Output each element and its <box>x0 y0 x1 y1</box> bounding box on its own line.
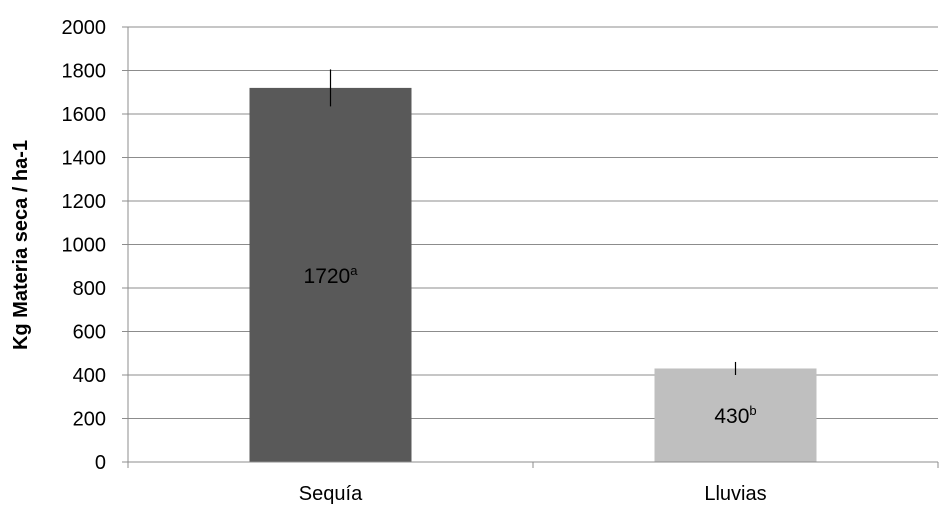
error-bars <box>329 69 737 375</box>
data-label: 1720a <box>304 263 359 288</box>
axes <box>122 26 939 468</box>
y-tick-label: 1400 <box>62 148 107 170</box>
y-axis-label: Kg Materia seca / ha-1 <box>10 140 32 350</box>
y-tick-label: 2000 <box>62 17 107 39</box>
y-tick-label: 0 <box>95 452 106 474</box>
data-label: 430b <box>714 403 756 428</box>
x-tick-label: Sequía <box>299 483 363 505</box>
y-tick-label: 600 <box>73 322 106 344</box>
y-tick-label: 400 <box>73 365 106 387</box>
x-tick-label: Lluvias <box>704 483 766 505</box>
y-tick-label: 1800 <box>62 61 107 83</box>
x-tick-labels: Sequía Lluvias <box>299 483 767 505</box>
y-tick-labels: 0 200 400 600 800 1000 1200 1400 1600 1800 2000 <box>62 17 107 474</box>
y-tick-label: 1000 <box>62 235 107 257</box>
y-tick-label: 1200 <box>62 191 107 213</box>
bar-lluvias <box>654 368 817 462</box>
bars <box>249 87 817 463</box>
data-labels: 1720a 430b <box>304 263 757 428</box>
y-tick-label: 800 <box>73 278 106 300</box>
y-tick-label: 200 <box>73 409 106 431</box>
y-tick-label: 1600 <box>62 104 107 126</box>
bar-sequia <box>249 87 412 463</box>
